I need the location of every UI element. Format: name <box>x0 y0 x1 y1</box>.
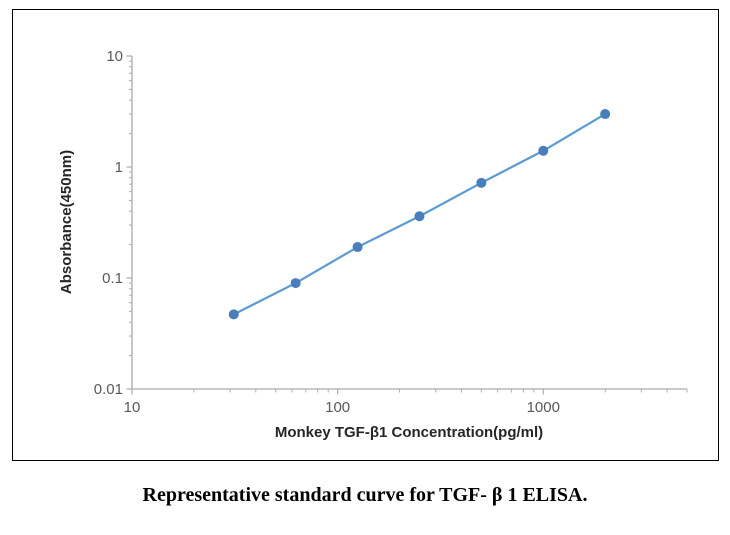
y-tick-label: 0.01 <box>94 381 123 398</box>
data-point <box>414 211 425 222</box>
data-point <box>352 242 363 253</box>
figure-caption: Representative standard curve for TGF- β… <box>142 484 588 506</box>
x-tick-label: 10 <box>124 399 141 416</box>
data-point <box>476 177 487 188</box>
data-point <box>228 309 239 320</box>
y-tick-label: 10 <box>106 48 123 65</box>
x-tick-label: 100 <box>325 399 350 416</box>
data-point <box>290 278 301 289</box>
y-tick-label: 0.1 <box>102 270 123 287</box>
standard-curve-chart: Absorbance(450nm) Monkey TGF-β1 Concentr… <box>58 48 688 441</box>
y-axis-title: Absorbance(450nm) <box>58 150 75 294</box>
y-tick-label: 1 <box>115 159 123 176</box>
figure-frame: Absorbance(450nm) Monkey TGF-β1 Concentr… <box>12 9 719 461</box>
x-tick-label: 1000 <box>527 399 560 416</box>
x-axis-title: Monkey TGF-β1 Concentration(pg/ml) <box>275 424 543 441</box>
data-point <box>600 109 611 120</box>
data-point <box>538 145 549 156</box>
